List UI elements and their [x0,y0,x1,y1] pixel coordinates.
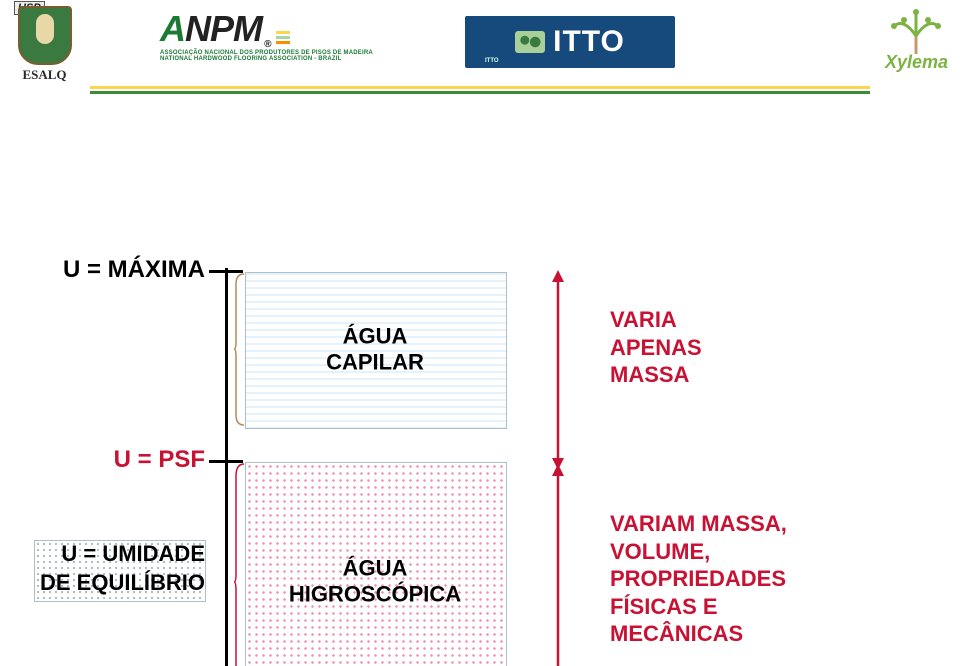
itto-label: ITTO [553,25,625,59]
axis-label-psf: U = PSF [114,446,205,474]
bracket-top-icon [234,272,242,427]
rb-l2: VOLUME, [610,538,787,566]
rb-l5: MECÂNICAS [610,620,787,648]
zb-l2: HIGROSCÓPICA [289,582,461,608]
rt-l1: VARIA [610,306,702,334]
anpm-sub2: NATIONAL HARDWOOD FLOORING ASSOCIATION -… [160,56,400,62]
eq-l1: U = UMIDADE [40,540,205,569]
anpm-green: A [160,8,185,50]
xylema-tree-icon [886,6,946,56]
xylema-label: Xylema [885,52,948,73]
zone-capilar: ÁGUA CAPILAR [245,272,505,427]
anpm-rest: NPM [185,8,262,50]
zone-higro: ÁGUA HIGROSCÓPICA [245,462,505,666]
itto-small: ITTO [485,58,499,64]
bracket-bottom-icon [234,462,242,666]
esalq-logo: ESALQ [12,6,77,94]
rt-l2: APENAS [610,334,702,362]
header: USP ESALQ ANPM ® ASSOCIAÇÃO NACIONAL DOS… [0,0,960,100]
anpm-reg: ® [264,39,270,50]
arrow-bottom-icon [548,464,568,666]
axis-line [225,268,228,666]
right-text-bottom: VARIAM MASSA, VOLUME, PROPRIEDADES FÍSIC… [610,510,787,648]
eq-l2: DE EQUILÍBRIO [40,569,205,598]
zone-capilar-label: ÁGUA CAPILAR [326,323,424,376]
rt-l3: MASSA [610,361,702,389]
axis-label-max: U = MÁXIMA [63,256,205,284]
right-text-top: VARIA APENAS MASSA [610,306,702,389]
rb-l4: FÍSICAS E [610,593,787,621]
esalq-label: ESALQ [12,67,77,83]
header-divider [90,86,870,96]
xylema-logo: Xylema [885,6,948,73]
diagram: U = MÁXIMA U = PSF U = 0% U = UMIDADE DE… [0,100,960,666]
itto-globe-icon [515,31,545,53]
anpm-bars-icon [276,31,290,44]
zt-l2: CAPILAR [326,350,424,376]
anpm-logo: ANPM ® ASSOCIAÇÃO NACIONAL DOS PRODUTORE… [160,8,400,62]
rb-l3: PROPRIEDADES [610,565,787,593]
itto-logo: ITTO ITTO [465,16,675,68]
zb-l1: ÁGUA [289,556,461,582]
zt-l1: ÁGUA [326,323,424,349]
anpm-name: ANPM ® [160,8,400,50]
zone-higro-label: ÁGUA HIGROSCÓPICA [289,556,461,609]
esalq-shield-icon [18,6,72,65]
axis-label-eq: U = UMIDADE DE EQUILÍBRIO [40,540,205,597]
arrow-top-icon [548,270,568,470]
rb-l1: VARIAM MASSA, [610,510,787,538]
